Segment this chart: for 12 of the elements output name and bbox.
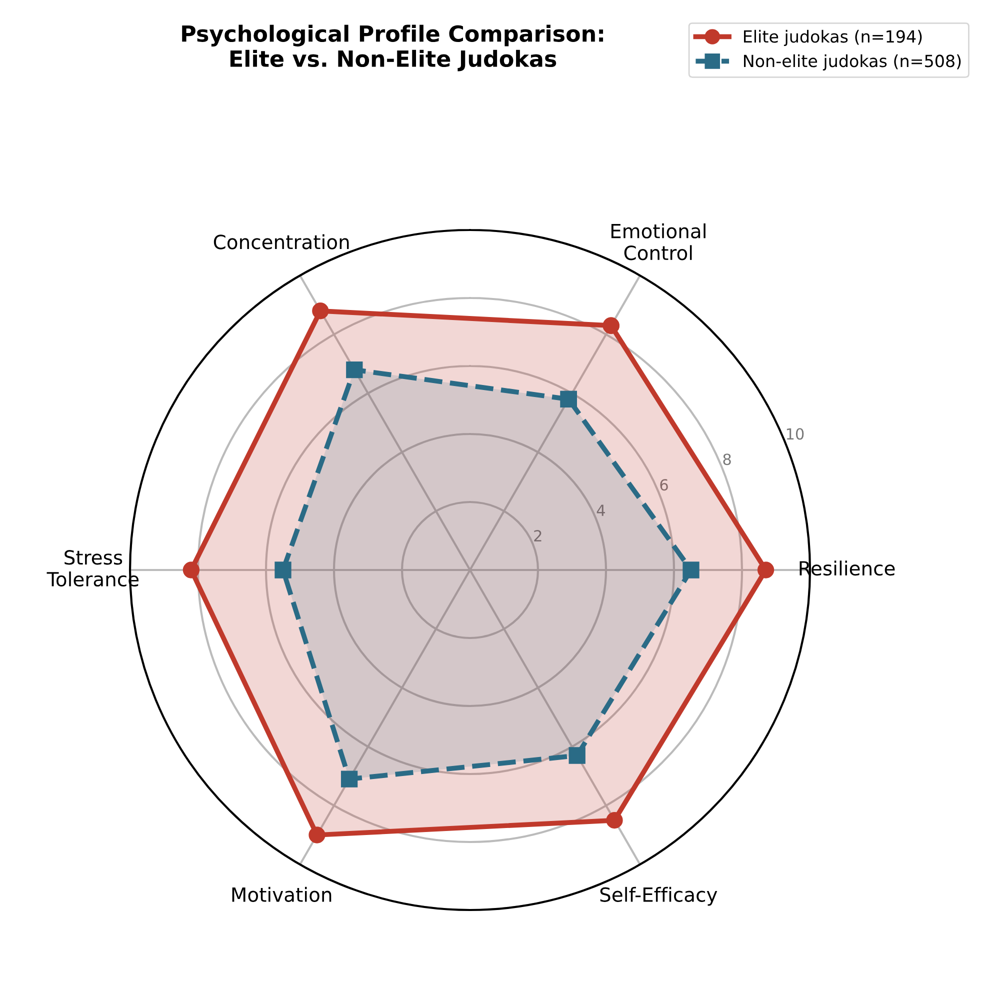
legend-label: Elite judokas (n=194) — [744, 30, 922, 46]
y-tick-label: 4 — [596, 504, 605, 516]
y-tick-label: 10 — [786, 428, 804, 440]
legend-label: Non-elite judokas (n=508) — [744, 54, 961, 70]
y-tick-label: 2 — [534, 530, 542, 542]
spoke-label: Self-Efficacy — [600, 886, 718, 906]
spoke-label: Emotional Control — [611, 223, 706, 260]
spoke-label: Motivation — [232, 886, 332, 902]
spoke-label: Concentration — [214, 234, 349, 250]
text: Psychological Profile Comparison: Elite vs. Non-Elite Judokas — [182, 24, 604, 72]
y-tick-label: 6 — [660, 479, 668, 491]
y-tick-label: 8 — [723, 454, 731, 466]
